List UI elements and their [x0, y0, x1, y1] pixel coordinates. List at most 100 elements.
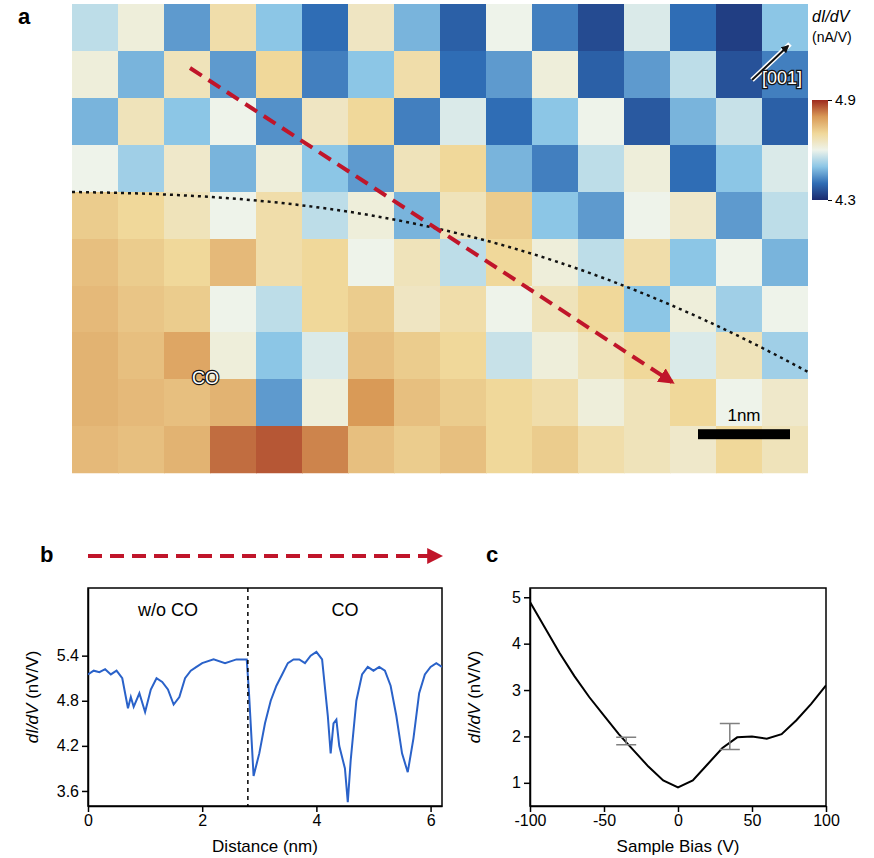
tick-label: 4.8	[57, 692, 79, 709]
axis-title: dI/dV (nV/V)	[465, 651, 484, 744]
tick-mark	[826, 806, 828, 812]
heatmap-cell	[72, 286, 119, 333]
tick: 0	[84, 806, 93, 829]
heatmap-cell	[624, 239, 671, 286]
tick-mark	[524, 736, 530, 738]
heatmap-cell	[716, 332, 763, 379]
heatmap-cell	[670, 98, 717, 145]
heatmap-cell	[210, 239, 257, 286]
tick: 2	[198, 806, 207, 829]
heatmap-cell	[716, 379, 763, 426]
heatmap-cell	[486, 192, 533, 239]
heatmap-cell	[302, 379, 349, 426]
heatmap-cell	[302, 192, 349, 239]
tick: 3	[512, 682, 530, 699]
heatmap-cell	[256, 192, 303, 239]
profile-arrow	[190, 68, 672, 382]
tick: 4.2	[57, 737, 88, 754]
tick: 5	[512, 589, 530, 606]
heatmap-cell	[578, 379, 625, 426]
heatmap-cell	[578, 145, 625, 192]
heatmap-cell	[578, 239, 625, 286]
heatmap-cell	[762, 286, 808, 333]
heatmap-cell	[532, 286, 579, 333]
colorbar-tick-label: 4.9	[835, 91, 856, 108]
heatmap-cell	[624, 379, 671, 426]
heatmap-cell	[348, 4, 395, 51]
profile-arrow	[88, 554, 440, 558]
figure: a[001]CO1nmdI/dV(nA/V)4.34.9b02463.64.24…	[0, 0, 874, 858]
colorbar-title: dI/dV	[812, 8, 851, 25]
heatmap-cell	[486, 145, 533, 192]
heatmap-cell	[762, 192, 808, 239]
heatmap-cell	[716, 192, 763, 239]
heatmap-cell	[578, 98, 625, 145]
heatmap-cell	[624, 4, 671, 51]
heatmap-cell	[256, 332, 303, 379]
heatmap-cell	[716, 286, 763, 333]
heatmap-cell	[302, 239, 349, 286]
error-bar	[616, 737, 636, 744]
tick-mark	[88, 806, 90, 812]
heatmap-cell	[486, 332, 533, 379]
boundary-line	[72, 192, 808, 372]
heatmap-cell	[348, 379, 395, 426]
colorbar-tick-mark	[828, 200, 832, 201]
heatmap-cell	[256, 286, 303, 333]
tick-label: 2	[512, 728, 521, 745]
axis-title: Distance (nm)	[212, 837, 318, 856]
heatmap-cell	[118, 286, 165, 333]
heatmap-cell	[348, 192, 395, 239]
heatmap-cell	[440, 426, 487, 473]
tick-mark	[524, 643, 530, 645]
heatmap-cell	[164, 239, 211, 286]
heatmap-cell	[624, 98, 671, 145]
heatmap-cell	[624, 192, 671, 239]
heatmap-cell	[164, 51, 211, 98]
heatmap-cell	[486, 4, 533, 51]
tick: 1	[512, 774, 530, 791]
error-bar	[720, 723, 740, 749]
tick-label: 4	[312, 812, 321, 829]
divider-line	[247, 588, 249, 806]
heatmap-cell	[164, 98, 211, 145]
heatmap-cell	[72, 379, 119, 426]
heatmap-cell	[302, 286, 349, 333]
heatmap-cell	[118, 239, 165, 286]
heatmap-cell	[532, 379, 579, 426]
heatmap-cell	[670, 145, 717, 192]
tick: 4.8	[57, 692, 88, 709]
heatmap-cell	[348, 239, 395, 286]
heatmap-cell	[164, 426, 211, 473]
tick-label: -100	[514, 812, 546, 829]
heatmap-cell	[762, 145, 808, 192]
heatmap-cell	[578, 192, 625, 239]
axis: 12345	[512, 589, 530, 807]
tick-mark	[604, 806, 606, 812]
heatmap-cell	[118, 426, 165, 473]
heatmap-cell	[72, 98, 119, 145]
heatmap-cell	[72, 4, 119, 51]
heatmap-cell	[118, 192, 165, 239]
data-line	[530, 602, 826, 788]
panel-label: c	[486, 542, 498, 567]
co-label: CO	[192, 368, 219, 388]
heatmap-cell	[670, 379, 717, 426]
heatmap-cell	[670, 4, 717, 51]
heatmap-cell	[72, 145, 119, 192]
heatmap-cell	[624, 286, 671, 333]
heatmap-cell	[578, 426, 625, 473]
heatmap-cell	[302, 426, 349, 473]
colorbar	[812, 100, 828, 200]
heatmap-cell	[118, 379, 165, 426]
heatmap-cell	[256, 426, 303, 473]
heatmap-cell	[394, 379, 441, 426]
heatmap-cell	[302, 51, 349, 98]
heatmap-cell	[256, 379, 303, 426]
heatmap-cell	[762, 332, 808, 379]
heatmap-cell	[624, 426, 671, 473]
tick-mark	[524, 597, 530, 599]
heatmap-cell	[716, 145, 763, 192]
tick-mark	[82, 746, 88, 748]
heatmap-cell	[164, 4, 211, 51]
